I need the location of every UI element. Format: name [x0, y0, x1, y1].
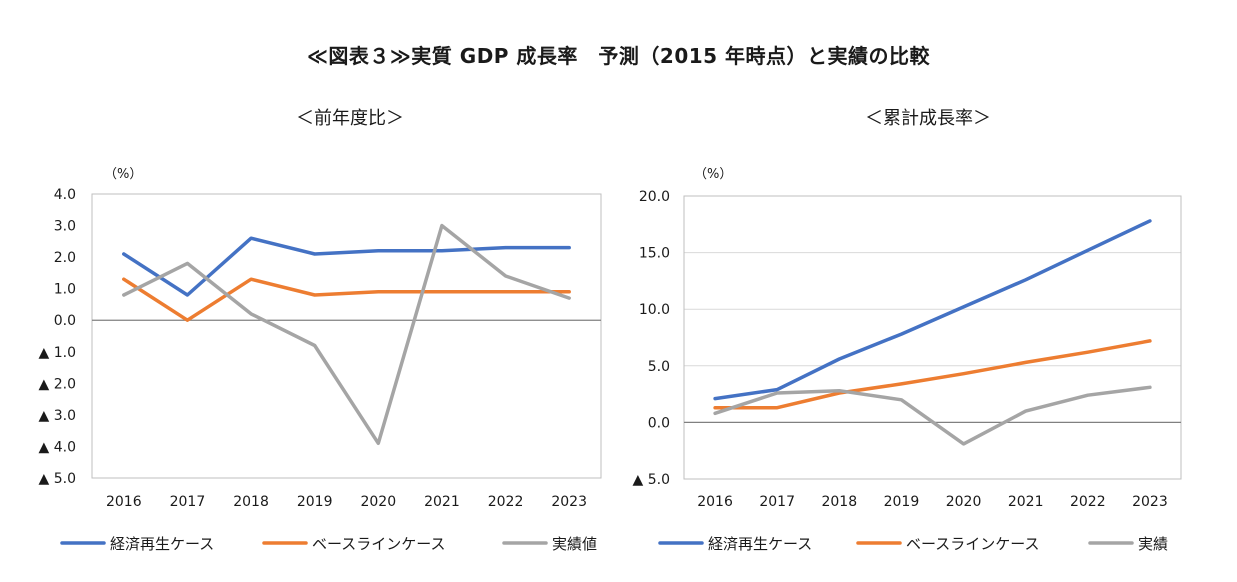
series-line-orange: [713, 339, 1152, 410]
series-line-blue: [713, 219, 1152, 401]
x-tick-label: 2022: [1070, 494, 1106, 510]
series-line-gray: [713, 385, 1152, 446]
y-tick-label: 3.0: [54, 219, 76, 235]
plot-area: [91, 193, 602, 479]
y-tick-label: 5.0: [648, 359, 670, 375]
y-unit-label: （%）: [694, 167, 732, 182]
y-tick-label: ▲ 1.0: [39, 345, 76, 361]
x-tick-label: 2016: [697, 494, 733, 510]
y-tick-label: 4.0: [54, 187, 76, 203]
y-tick-label: ▲ 5.0: [39, 471, 76, 487]
series-line-gray: [122, 223, 571, 446]
x-tick-label: 2020: [946, 494, 982, 510]
chart-subtitle: ＜前年度比＞: [296, 108, 404, 129]
x-tick-label: 2022: [488, 494, 524, 510]
x-tick-label: 2019: [297, 494, 333, 510]
legend-label: 実績値: [552, 535, 597, 553]
x-tick-label: 2023: [551, 494, 587, 510]
y-tick-label: 2.0: [54, 250, 76, 266]
chart-yoy: ＜前年度比＞ （%） 4.0 3.0 2.0 1.0 0.0 ▲ 1.0 ▲ 2.0 ▲ 3.0 ▲…: [39, 108, 602, 553]
x-tick-label: 2018: [821, 494, 857, 510]
y-tick-label: ▲ 4.0: [39, 439, 76, 455]
legend-label: ベースラインケース: [906, 535, 1040, 553]
page-title: ≪図表３≫実質 GDP 成長率 予測（2015 年時点）と実績の比較: [306, 44, 931, 68]
x-tick-label: 2019: [884, 494, 920, 510]
x-tick-label: 2021: [1008, 494, 1044, 510]
x-tick-label: 2020: [360, 494, 396, 510]
x-tick-label: 2023: [1132, 494, 1168, 510]
series-line-orange: [122, 277, 571, 322]
y-tick-label: ▲ 3.0: [39, 408, 76, 424]
y-tick-label: ▲ 5.0: [633, 472, 670, 488]
y-tick-label: 0.0: [648, 415, 670, 431]
y-tick-label: 10.0: [639, 302, 670, 318]
x-tick-label: 2018: [233, 494, 269, 510]
y-unit-label: （%）: [104, 167, 142, 182]
y-tick-label: 15.0: [639, 246, 670, 262]
y-tick-label: 0.0: [54, 313, 76, 329]
x-tick-label: 2017: [759, 494, 795, 510]
legend-label: ベースラインケース: [312, 535, 446, 553]
y-tick-label: 1.0: [54, 282, 76, 298]
legend-label: 経済再生ケース: [708, 535, 812, 553]
plot-area: [683, 195, 1182, 480]
chart-subtitle: ＜累計成長率＞: [865, 108, 991, 129]
y-tick-label: 20.0: [639, 189, 670, 205]
x-tick-label: 2017: [170, 494, 206, 510]
y-tick-label: ▲ 2.0: [39, 376, 76, 392]
legend-label: 経済再生ケース: [110, 535, 214, 553]
x-tick-label: 2021: [424, 494, 460, 510]
x-tick-label: 2016: [106, 494, 142, 510]
chart-cumulative: ＜累計成長率＞ （%） 20.0 15.0 10.0 5.0 0.0 ▲ 5.0 2016 201…: [633, 108, 1182, 553]
series-line-blue: [122, 236, 571, 297]
legend-label: 実績: [1138, 535, 1168, 553]
